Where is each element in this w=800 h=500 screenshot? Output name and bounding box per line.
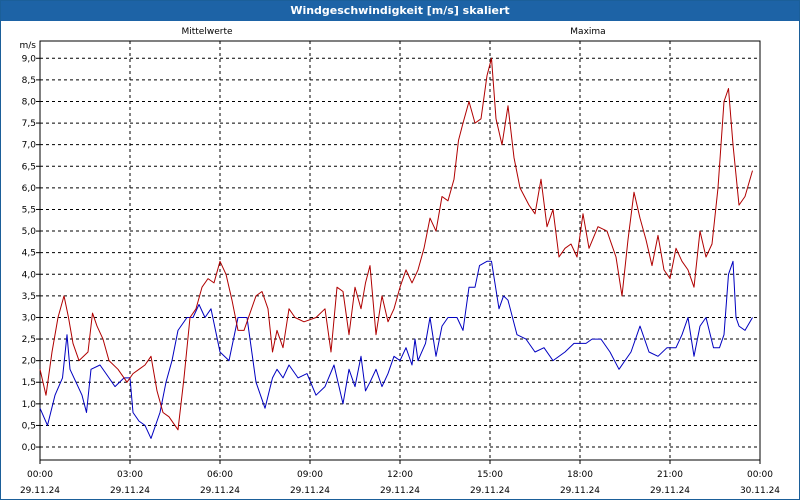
x-tick-time-label: 00:00 (27, 470, 53, 480)
y-tick-label: 2,0 (22, 357, 37, 367)
y-tick-label: 6,0 (22, 184, 37, 194)
legend-maxima: Maxima (570, 27, 605, 37)
y-tick-label: 9,0 (22, 54, 37, 64)
x-tick-date-label: 29.11.24 (290, 486, 330, 496)
x-tick-time-label: 06:00 (207, 470, 233, 480)
y-tick-label: 7,5 (22, 119, 36, 129)
x-tick-time-label: 18:00 (567, 470, 593, 480)
x-tick-time-label: 03:00 (117, 470, 143, 480)
x-tick-time-label: 12:00 (387, 470, 413, 480)
y-tick-label: 5,5 (22, 205, 36, 215)
y-tick-label: 1,5 (22, 378, 36, 388)
x-tick-date-label: 29.11.24 (650, 486, 690, 496)
x-tick-date-label: 29.11.24 (200, 486, 240, 496)
series-line-maxima (39, 57, 753, 431)
y-tick-label: 5,0 (22, 227, 37, 237)
x-tick-date-label: 29.11.24 (380, 486, 420, 496)
y-tick-label: 3,0 (22, 313, 37, 323)
x-tick-date-label: 30.11.24 (740, 486, 780, 496)
x-tick-time-label: 15:00 (477, 470, 503, 480)
series-lines (39, 57, 753, 439)
grid-lines (40, 41, 760, 460)
y-tick-label: 1,0 (22, 400, 37, 410)
y-tick-label: 2,5 (22, 335, 36, 345)
y-tick-label: 4,5 (22, 249, 36, 259)
y-tick-label: 3,5 (22, 292, 36, 302)
y-tick-label: 7,0 (22, 141, 37, 151)
series-line-mittelwerte (39, 260, 753, 439)
x-tick-time-label: 09:00 (297, 470, 323, 480)
y-axis: 0,0 0,5 1,0 1,5 2,0 2,5 3,0 3,5 4,0 4,5 5,0 5,5 6,0 6… (22, 54, 40, 453)
y-axis-label: m/s (20, 41, 37, 51)
window-title: Windgeschwindigkeit [m/s] skaliert (1, 1, 799, 21)
x-tick-time-label: 00:00 (747, 470, 773, 480)
y-tick-label: 4,0 (22, 270, 37, 280)
x-tick-date-label: 29.11.24 (470, 486, 510, 496)
y-tick-label: 0,5 (22, 421, 36, 431)
legend-mittelwerte: Mittelwerte (181, 27, 232, 37)
x-axis: 00:00 29.11.24 03:00 29.11.24 06:00 29.11.24 0… (20, 460, 780, 496)
x-tick-time-label: 21:00 (657, 470, 683, 480)
y-tick-label: 8,5 (22, 76, 36, 86)
x-tick-date-label: 29.11.24 (560, 486, 600, 496)
x-tick-date-label: 29.11.24 (20, 486, 60, 496)
y-tick-label: 0,0 (22, 443, 37, 453)
y-tick-label: 8,0 (22, 97, 37, 107)
y-tick-label: 6,5 (22, 162, 36, 172)
x-tick-date-label: 29.11.24 (110, 486, 150, 496)
